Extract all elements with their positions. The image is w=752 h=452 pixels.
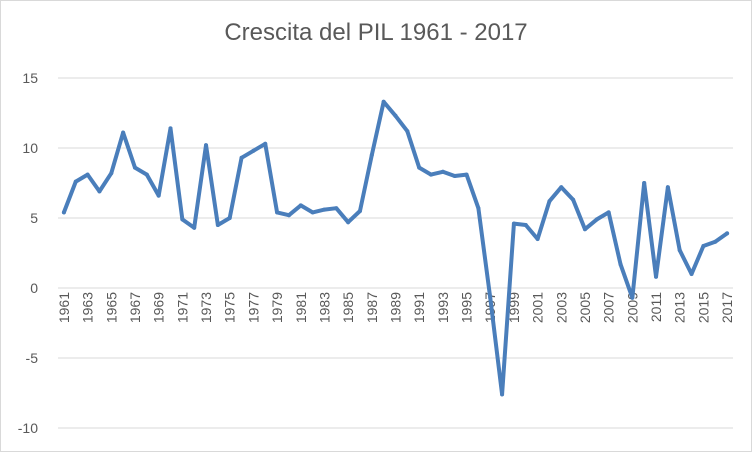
- x-tick-label: 2015: [695, 292, 711, 323]
- x-tick-label: 1985: [340, 292, 356, 323]
- data-point: [713, 239, 718, 244]
- series-line-gdp-growth: [61, 99, 730, 397]
- x-tick-label: 1981: [293, 292, 309, 323]
- x-tick-label: 1987: [364, 292, 380, 323]
- x-tick-label: 2005: [577, 292, 593, 323]
- data-point: [381, 99, 386, 104]
- x-tick-label: 2011: [648, 292, 664, 322]
- gridlines: [58, 77, 733, 429]
- data-point: [500, 392, 505, 397]
- data-point: [725, 231, 730, 236]
- data-point: [642, 181, 647, 185]
- data-point: [594, 217, 599, 222]
- x-tick-label: 1969: [151, 292, 167, 323]
- x-tick-label: 1971: [174, 292, 190, 323]
- data-point: [227, 216, 232, 220]
- data-point: [547, 199, 552, 204]
- data-point: [464, 172, 469, 177]
- data-point: [582, 227, 587, 232]
- data-point: [61, 210, 66, 215]
- x-tick-label: 1973: [198, 292, 214, 323]
- x-tick-label: 1965: [103, 292, 119, 323]
- data-point: [204, 143, 209, 148]
- data-point: [571, 197, 576, 202]
- data-point: [132, 165, 137, 170]
- data-point: [476, 206, 481, 211]
- y-tick-label: 15: [22, 70, 38, 86]
- x-tick-label: 2007: [601, 292, 617, 323]
- data-point: [263, 141, 268, 146]
- x-tick-label: 1977: [245, 292, 261, 323]
- x-tick-label: 1991: [411, 292, 427, 323]
- x-tick-label: 2009: [624, 292, 640, 323]
- data-point: [97, 189, 102, 194]
- data-point: [85, 172, 90, 177]
- data-point: [239, 155, 244, 160]
- x-axis-tick-labels: 1961 1963 1965 1967 1969 1971 1973 1975 1977 1979…: [56, 292, 735, 323]
- data-point: [429, 172, 434, 177]
- data-point: [121, 130, 126, 135]
- x-tick-label: 1995: [459, 292, 475, 323]
- y-tick-label: -10: [18, 420, 38, 436]
- y-axis-tick-labels: -10 -5 0 5 10 15: [18, 70, 38, 436]
- data-point: [618, 262, 623, 267]
- x-tick-label: 2017: [719, 292, 735, 323]
- data-point: [630, 295, 635, 300]
- data-point: [73, 179, 78, 184]
- data-point: [417, 165, 422, 170]
- data-points: [61, 99, 730, 397]
- data-point: [275, 210, 280, 215]
- data-point: [156, 193, 161, 198]
- x-tick-label: 2003: [553, 292, 569, 323]
- data-point: [168, 126, 173, 131]
- data-point: [286, 213, 291, 218]
- x-tick-label: 1975: [222, 292, 238, 323]
- data-point: [689, 272, 694, 276]
- y-tick-label: 0: [30, 280, 38, 296]
- x-tick-label: 1983: [316, 292, 332, 323]
- data-point: [606, 210, 611, 215]
- data-point: [357, 209, 362, 213]
- x-tick-label: 1979: [269, 292, 285, 323]
- data-point: [654, 274, 659, 279]
- data-point: [346, 220, 351, 225]
- data-point: [215, 223, 220, 227]
- data-point: [251, 148, 256, 153]
- y-tick-label: -5: [26, 350, 39, 366]
- data-point: [511, 221, 516, 226]
- data-point: [310, 210, 315, 215]
- data-point: [298, 203, 303, 208]
- data-point: [488, 295, 493, 300]
- data-point: [393, 113, 398, 118]
- x-tick-label: 2013: [672, 292, 688, 323]
- data-point: [192, 225, 197, 230]
- data-point: [369, 153, 374, 157]
- x-tick-label: 1993: [435, 292, 451, 323]
- data-point: [677, 248, 682, 253]
- data-point: [440, 169, 445, 174]
- data-point: [334, 206, 339, 211]
- data-point: [701, 244, 706, 248]
- data-point: [523, 223, 528, 227]
- x-tick-label: 1961: [56, 292, 72, 323]
- y-tick-label: 5: [30, 210, 38, 226]
- data-point: [559, 185, 564, 190]
- data-point: [452, 174, 457, 178]
- data-point: [322, 207, 327, 212]
- x-tick-label: 1963: [80, 292, 96, 323]
- x-tick-label: 1989: [388, 292, 404, 323]
- data-point: [109, 171, 114, 176]
- y-tick-label: 10: [22, 140, 38, 156]
- data-point: [535, 237, 540, 241]
- data-point: [180, 217, 185, 222]
- data-point: [405, 129, 410, 134]
- data-point: [665, 185, 670, 190]
- x-tick-label: 2001: [530, 292, 546, 323]
- data-point: [144, 172, 149, 177]
- chart-title: Crescita del PIL 1961 - 2017: [224, 19, 528, 46]
- x-tick-label: 1967: [127, 292, 143, 323]
